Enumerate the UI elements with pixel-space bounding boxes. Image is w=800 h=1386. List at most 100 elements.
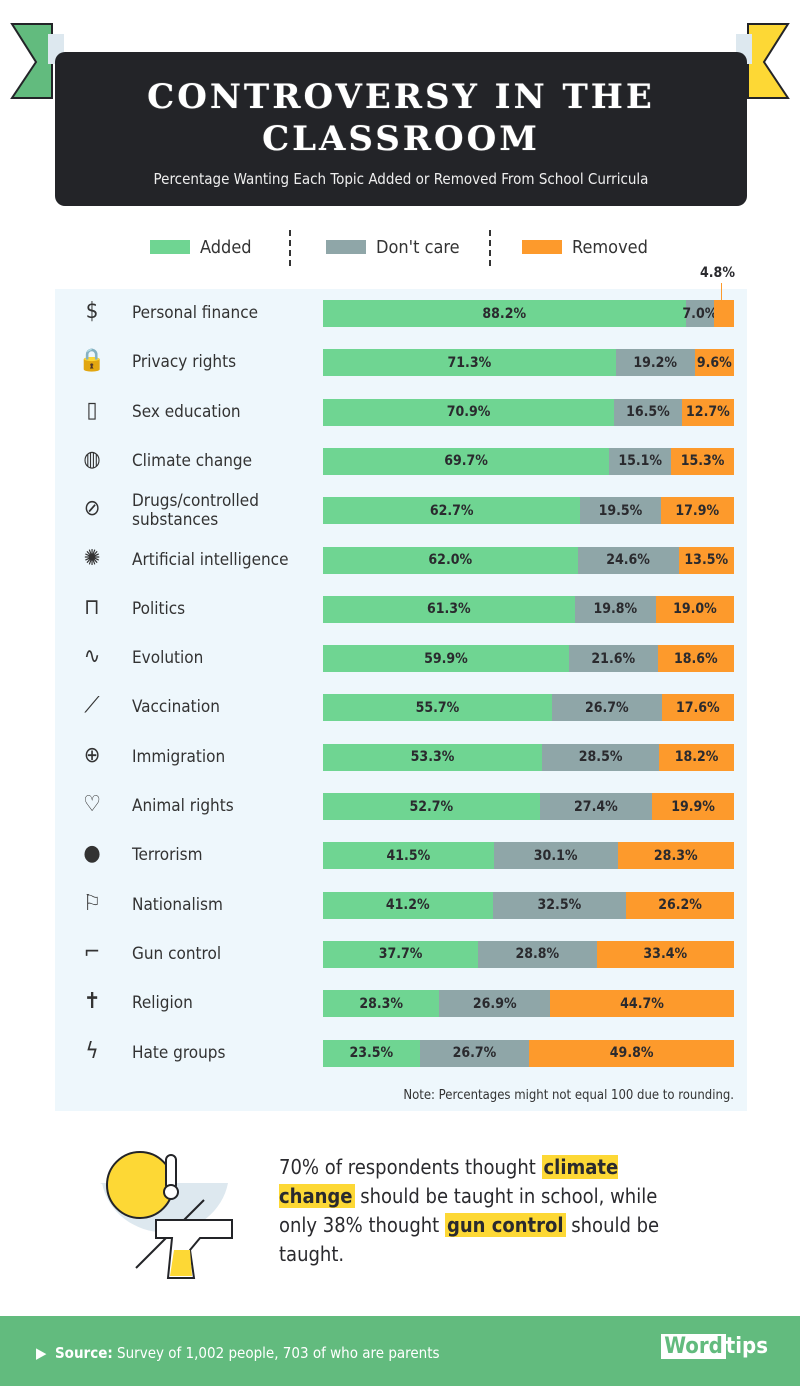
pill-icon: ⊘ [83,496,101,522]
stacked-bar: 62.0% 24.6% 13.5% [323,546,734,574]
chart-row: $ Personal finance 88.2% 7.0% [55,289,747,338]
bar-segment-removed: 9.6% [694,349,734,377]
category-label: Drugs/controlled substances [132,490,259,530]
bar-segment-added: 41.5% [323,842,494,870]
bar-segment-dont-care: 26.9% [439,990,551,1018]
lightning-icon: ϟ [85,1038,99,1064]
head-dollar-icon: $ [85,299,99,324]
category-label: Terrorism [132,845,203,866]
chart-row: ϟ Hate groups 23.5% 26.7% 49.8% [55,1029,747,1078]
bar-segment-dont-care: 28.8% [478,940,597,968]
passport-icon: ⊕ [83,742,101,768]
chart-note: Note: Percentages might not equal 100 du… [403,1088,734,1103]
chart-row: ✺ Artificial intelligence 62.0% 24.6% 13.5% [55,536,747,585]
chart-row: ⟋ Vaccination 55.7% 26.7% 17.6% [55,683,747,732]
category-label: Vaccination [132,697,220,718]
stacked-bar: 52.7% 27.4% 19.9% [323,793,734,820]
globe-gun-illustration [100,1151,233,1279]
bar-segment-removed: 17.9% [660,497,734,525]
bar-segment-added: 28.3% [323,990,440,1018]
category-label: Sex education [132,401,241,422]
stacked-bar: 28.3% 26.9% 44.7% [323,990,734,1018]
category-label: Evolution [132,648,204,669]
bar-segment-removed: 18.6% [657,645,734,673]
bar-segment-removed: 17.6% [661,694,734,722]
stacked-bar: 69.7% 15.1% 15.3% [323,447,734,475]
bar-segment-removed [714,300,734,327]
callout-text: 70% of respondents thought climate chang… [279,1155,660,1266]
bar-segment-removed: 15.3% [671,447,734,475]
chart-row: ⊓ Politics 61.3% 19.8% 19.0% [55,585,747,634]
legend-added: Added [150,232,252,262]
stacked-bar: 59.9% 21.6% 18.6% [323,645,734,673]
bar-segment-dont-care: 19.8% [574,595,656,623]
syringe-icon: ⟋ [84,693,100,719]
chart-row: ● Terrorism 41.5% 30.1% 28.3% [55,831,747,880]
paw-heart-icon: ♡ [83,792,101,817]
category-label: Hate groups [132,1042,226,1063]
stacked-bar: 41.5% 30.1% 28.3% [323,842,734,870]
bar-segment-added: 53.3% [323,743,543,771]
bar-segment-added: 69.7% [323,447,610,475]
bar-segment-removed: 44.7% [550,990,734,1018]
category-label: Personal finance [132,303,259,323]
chart-row: ⚐ Nationalism 41.2% 32.5% 26.2% [55,881,747,930]
bar-segment-removed: 33.4% [596,940,734,968]
bar-segment-added: 59.9% [323,645,569,673]
bar-segment-added: 88.2% [323,300,686,327]
dna-icon: ∿ [83,644,101,670]
bar-segment-added: 62.7% [323,497,581,525]
source: ▶ Source: Survey of 1,002 people, 703 of… [36,1344,440,1362]
stacked-bar: 88.2% 7.0% [323,300,734,327]
stacked-bar: 23.5% 26.7% 49.8% [323,1039,734,1067]
bar-segment-removed: 19.0% [655,595,734,623]
category-label: Religion [132,993,193,1014]
wordtips-logo[interactable]: Word tips [661,1334,768,1359]
bar-segment-added: 37.7% [323,940,479,968]
category-label: Politics [132,598,186,619]
chart-row: ◍ Climate change 69.7% 15.1% 15.3% [55,437,747,486]
cross-icon: ✝ [83,989,101,1015]
category-label: Gun control [132,943,222,964]
stacked-bar: 37.7% 28.8% 33.4% [323,940,734,968]
chart-row: ⌐ Gun control 37.7% 28.8% 33.4% [55,930,747,979]
stacked-bar: 62.7% 19.5% 17.9% [323,497,734,525]
leader-line [721,283,722,301]
stacked-bar: 53.3% 28.5% 18.2% [323,743,734,771]
bomb-icon: ● [83,841,101,867]
category-label: Immigration [132,746,226,767]
bar-segment-dont-care: 19.2% [615,349,695,377]
hot-earth-icon: ◍ [83,446,101,472]
bar-segment-dont-care: 16.5% [614,398,682,426]
page-subtitle: Percentage Wanting Each Topic Added or R… [153,170,649,188]
bar-segment-removed: 12.7% [681,398,734,426]
bar-segment-dont-care: 21.6% [568,645,658,673]
brain-head-icon: ✺ [83,545,101,571]
bar-segment-added: 52.7% [323,793,540,820]
chart-row: ♡ Animal rights 52.7% 27.4% 19.9% [55,782,747,831]
bar-segment-added: 62.0% [323,546,578,574]
bar-segment-removed: 19.9% [652,793,734,820]
stacked-bar: 55.7% 26.7% 17.6% [323,694,734,722]
page-title: CONTROVERSY IN THE CLASSROOM [147,77,655,159]
bar-segment-added: 70.9% [323,398,615,426]
legend-divider [289,230,291,266]
gun-icon: ⌐ [83,939,101,965]
chart-row: ▯ Sex education 70.9% 16.5% 12.7% [55,388,747,437]
legend-removed: Removed [522,232,648,262]
stacked-bar: 41.2% 32.5% 26.2% [323,891,734,919]
category-label: Nationalism [132,894,223,915]
bar-segment-added: 55.7% [323,694,552,722]
bar-segment-dont-care: 28.5% [542,743,660,771]
stacked-bar: 71.3% 19.2% 9.6% [323,349,734,377]
bar-segment-removed: 49.8% [529,1039,734,1067]
chart-row: ⊕ Immigration 53.3% 28.5% 18.2% [55,733,747,782]
bar-segment-dont-care: 27.4% [539,793,653,820]
bar-segment-removed: 28.3% [617,842,734,870]
chart-row: ✝ Religion 28.3% 26.9% 44.7% [55,979,747,1028]
bar-segment-added: 41.2% [323,891,493,919]
bar-segment-added: 61.3% [323,595,575,623]
data-label-removed-outside: 4.8% [700,265,735,281]
chart-row: 🔒 Privacy rights 71.3% 19.2% 9.6% [55,338,747,387]
footer: ▶ Source: Survey of 1,002 people, 703 of… [0,1316,800,1386]
